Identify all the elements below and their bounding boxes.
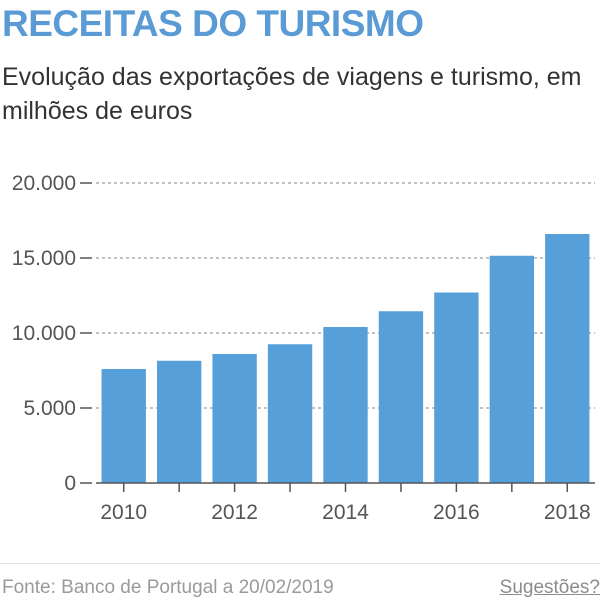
y-tick-label: 5.000	[23, 397, 76, 420]
footer-divider	[0, 563, 600, 564]
bar	[212, 354, 257, 483]
x-tick-label: 2018	[544, 501, 591, 524]
axes: 0 5.000 10.000 15.000 20.000 2010 2012 2014 2016…	[12, 172, 595, 524]
bar	[434, 292, 479, 483]
x-tick-label: 2010	[100, 501, 147, 524]
y-tick-label: 0	[64, 472, 76, 495]
chart-subtitle: Evolução das exportações de viagens e tu…	[2, 63, 582, 125]
bar	[101, 369, 146, 483]
y-tick-label: 20.000	[12, 172, 76, 195]
bar	[378, 311, 424, 483]
y-tick-label: 15.000	[12, 247, 76, 270]
bar-chart: 0 5.000 10.000 15.000 20.000 2010 2012 2014 2016…	[12, 172, 595, 524]
x-tick-label: 2014	[322, 501, 369, 524]
source-note: Fonte: Banco de Portugal a 20/02/2019	[2, 577, 334, 598]
bar	[267, 344, 313, 483]
bar	[156, 360, 202, 483]
suggestions-link[interactable]: Sugestões?	[499, 577, 600, 598]
bars	[101, 234, 590, 483]
bar	[323, 327, 368, 483]
bar	[489, 255, 535, 483]
bar	[545, 234, 590, 483]
y-tick-label: 10.000	[12, 322, 76, 345]
x-tick-label: 2012	[211, 501, 258, 524]
chart-title: RECEITAS DO TURISMO	[2, 3, 424, 44]
x-tick-label: 2016	[433, 501, 480, 524]
